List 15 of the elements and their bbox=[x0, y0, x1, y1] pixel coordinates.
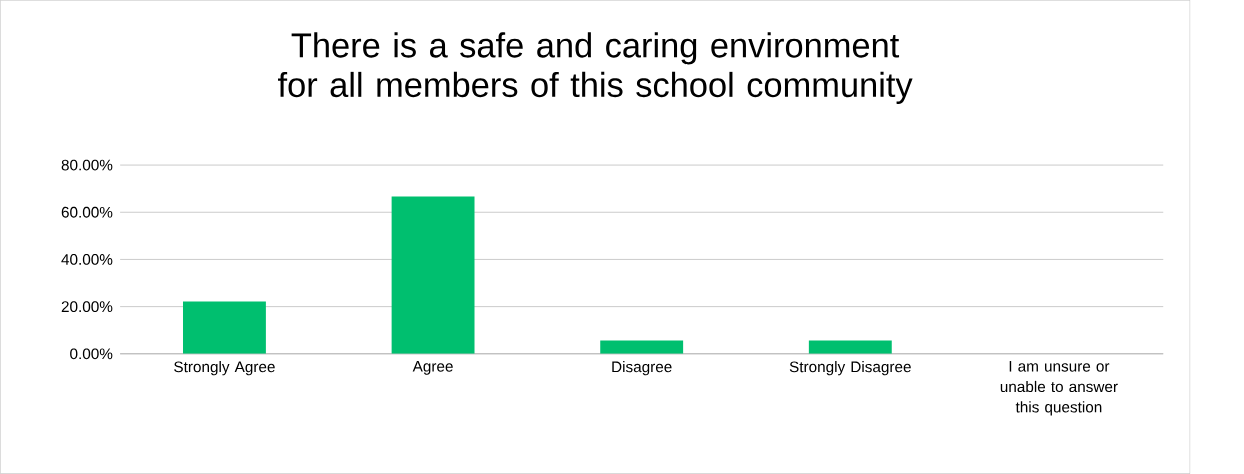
y-tick-label: 60.00% bbox=[61, 206, 113, 218]
bar bbox=[391, 196, 475, 354]
x-tick-label: Strongly Agree bbox=[174, 361, 275, 376]
bar bbox=[600, 340, 684, 354]
chart-title: There is a safe and caring environment for all members of this school community bbox=[278, 32, 913, 104]
x-tick-label: Strongly Disagree bbox=[789, 361, 911, 376]
x-tick-label: Agree bbox=[412, 361, 453, 375]
bar bbox=[808, 340, 892, 354]
x-tick-label: Disagree bbox=[612, 361, 672, 376]
y-tick-label: 20.00% bbox=[61, 301, 113, 313]
y-tick-label: 40.00% bbox=[61, 254, 113, 265]
y-tick-label: 0.00% bbox=[70, 348, 113, 360]
x-tick-label: I am unsure or unable to answer this question bbox=[1000, 361, 1118, 416]
y-tick-label: 80.00% bbox=[61, 159, 113, 171]
bar bbox=[183, 301, 266, 354]
